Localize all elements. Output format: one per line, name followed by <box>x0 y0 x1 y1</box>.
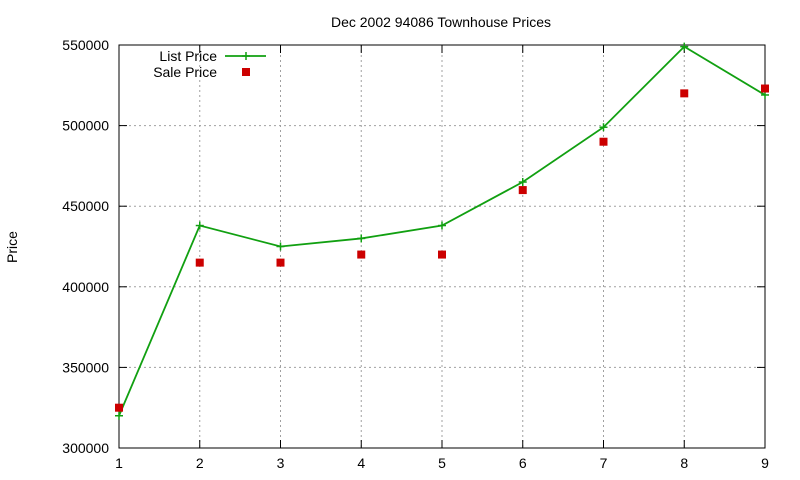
data-point <box>276 258 285 267</box>
data-point <box>438 221 446 230</box>
data-point <box>599 123 608 132</box>
x-tick-label: 3 <box>277 455 285 471</box>
y-axis-label: Price <box>4 231 20 263</box>
data-point <box>357 234 366 243</box>
data-point <box>438 250 446 259</box>
legend-marker <box>242 52 250 60</box>
data-point <box>276 242 285 251</box>
grid-lines <box>119 45 765 448</box>
y-tick-label: 500000 <box>62 118 109 134</box>
legend-label: Sale Price <box>153 64 217 80</box>
data-point <box>761 84 769 93</box>
legend-label: List Price <box>159 48 217 64</box>
series-sale-price <box>115 84 769 412</box>
data-point <box>357 250 366 259</box>
x-tick-label: 4 <box>357 455 365 471</box>
chart-title: Dec 2002 94086 Townhouse Prices <box>331 14 551 30</box>
data-point <box>518 178 527 187</box>
x-tick-label: 9 <box>761 455 769 471</box>
data-point <box>680 89 689 98</box>
x-tick-label: 1 <box>115 455 123 471</box>
data-point <box>115 411 123 420</box>
legend-marker <box>242 68 250 76</box>
x-tick-label: 8 <box>680 455 688 471</box>
x-tick-label: 5 <box>438 455 446 471</box>
y-tick-label: 400000 <box>62 279 109 295</box>
series-layer <box>115 42 769 420</box>
data-point <box>518 186 527 195</box>
y-tick-label: 550000 <box>62 37 109 53</box>
data-point <box>115 403 123 412</box>
y-tick-label: 450000 <box>62 198 109 214</box>
y-tick-label: 300000 <box>62 440 109 456</box>
series-list-price <box>115 42 769 420</box>
x-tick-label: 7 <box>600 455 608 471</box>
axis-ticks: 300000 350000 400000 450000 500000 550000 1 2 3 4… <box>62 37 769 471</box>
data-point <box>195 258 204 267</box>
data-point <box>195 221 204 230</box>
y-tick-label: 350000 <box>62 359 109 375</box>
x-tick-label: 2 <box>196 455 204 471</box>
data-point <box>680 42 689 51</box>
x-tick-label: 6 <box>519 455 527 471</box>
data-point <box>599 137 608 146</box>
